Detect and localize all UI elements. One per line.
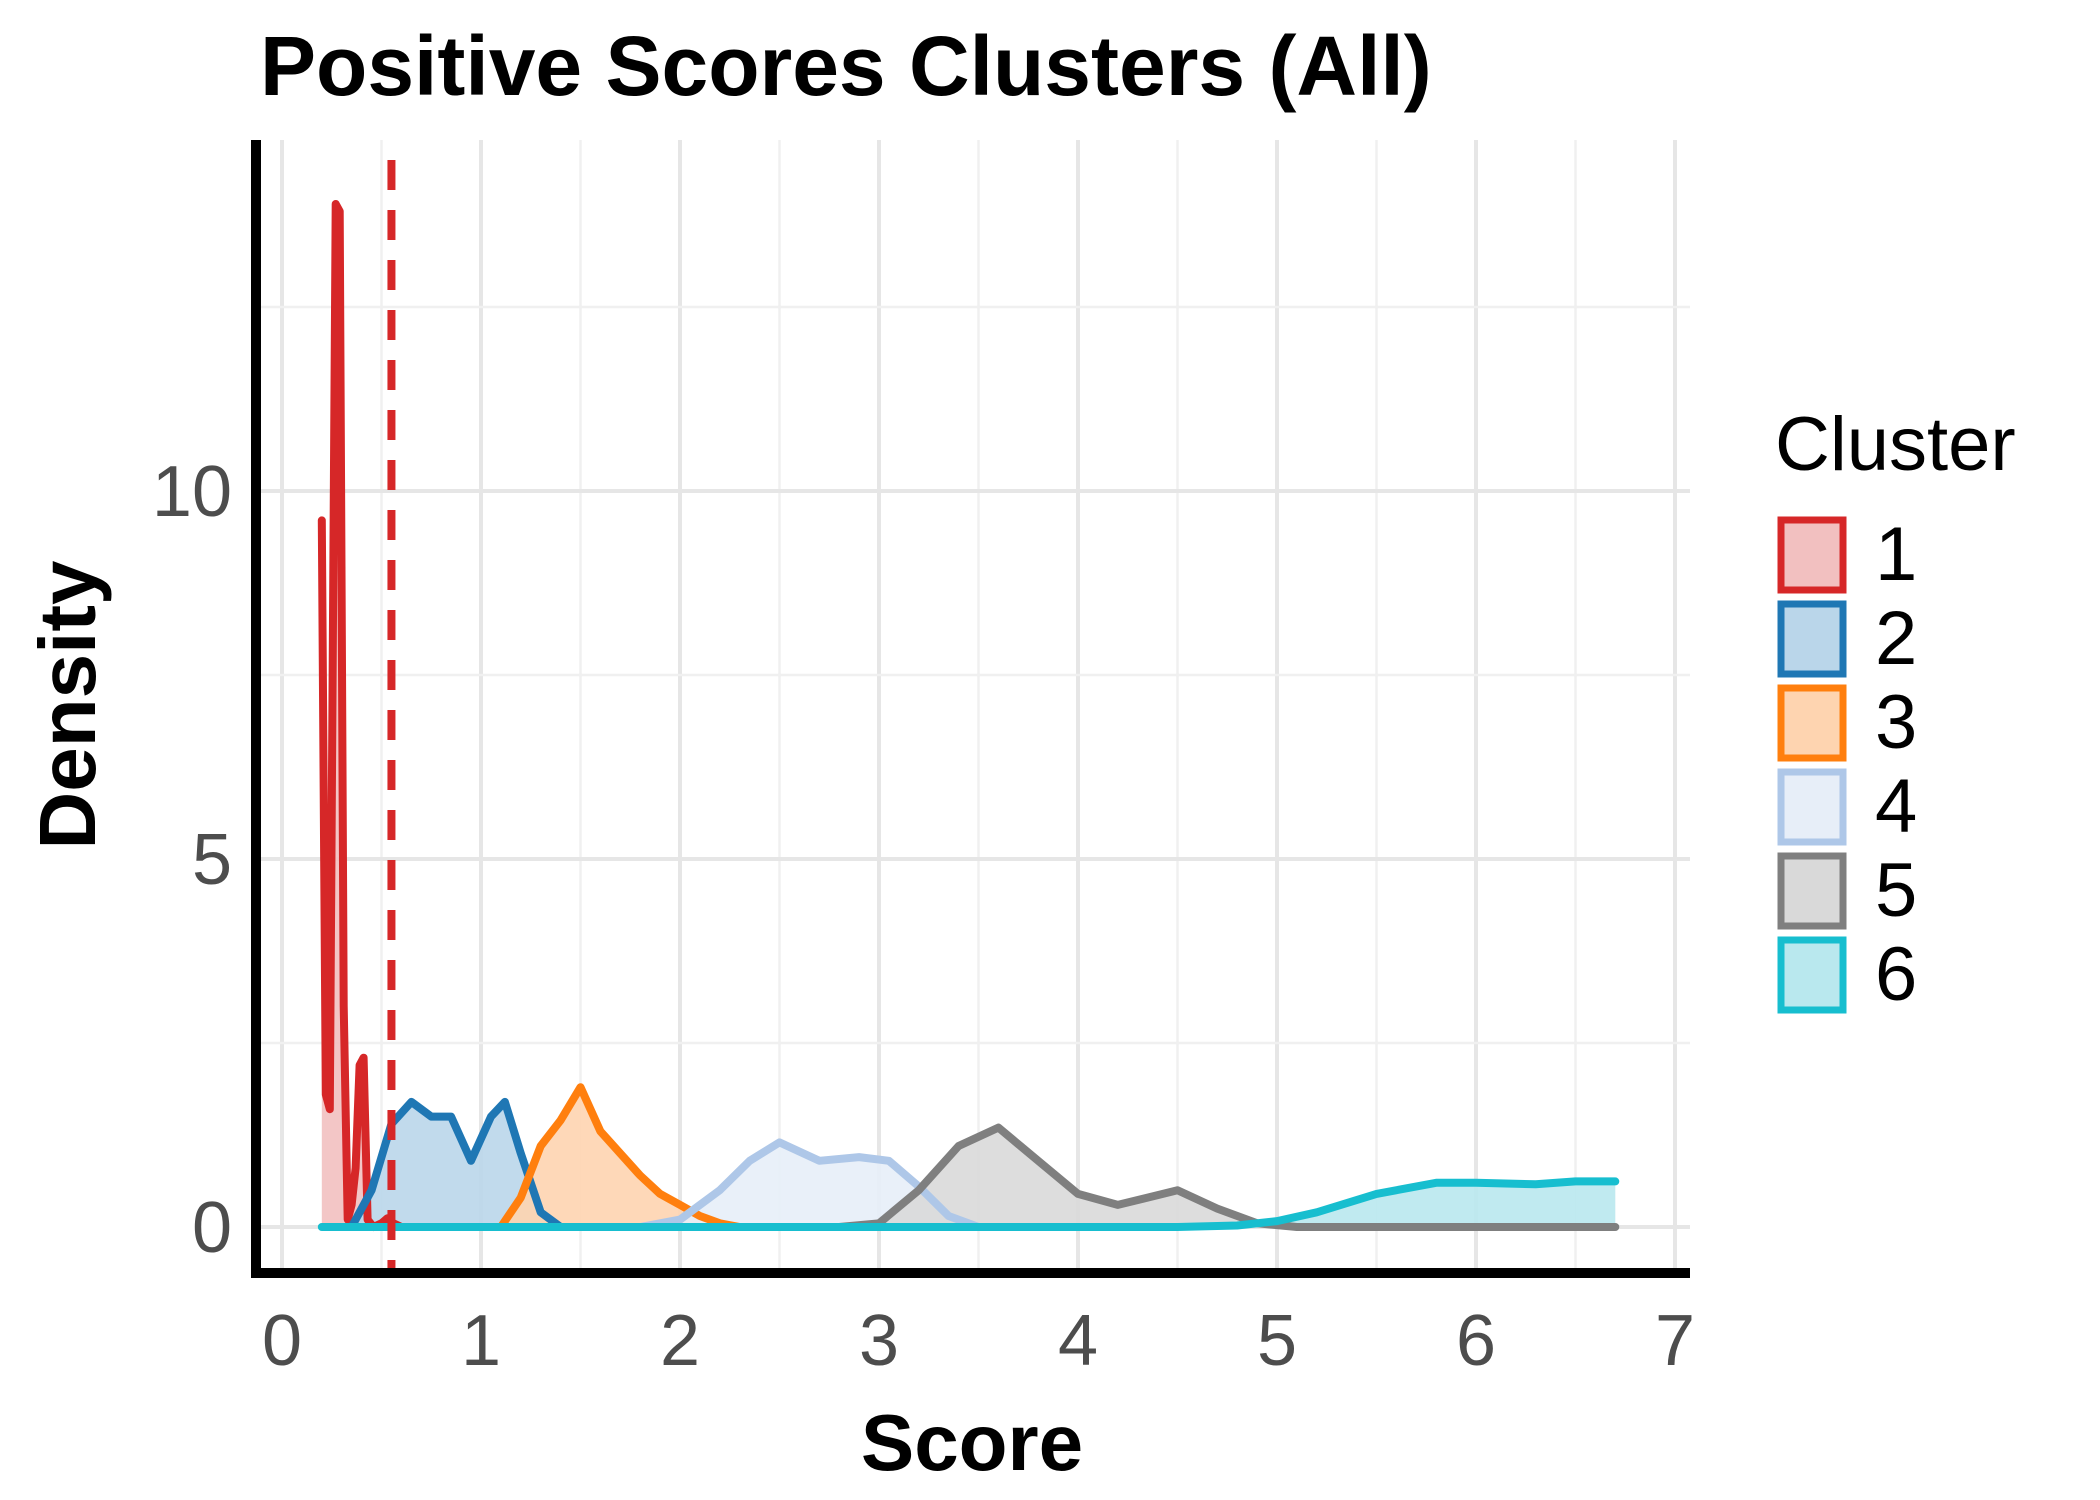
legend-swatch-cluster-2 [1777, 600, 1847, 678]
x-tick-label: 2 [660, 1301, 700, 1381]
legend-title: Cluster [1775, 402, 2016, 487]
x-tick-label: 0 [262, 1301, 302, 1381]
legend-label-cluster-1: 1 [1875, 512, 1917, 597]
legend-swatch-cluster-1 [1777, 516, 1847, 594]
y-axis-title: Density [23, 560, 112, 849]
density-curve-cluster-4 [636, 1138, 983, 1231]
legend-label-cluster-6: 6 [1875, 932, 1917, 1017]
legend-label-cluster-3: 3 [1875, 680, 1917, 765]
x-tick-label: 7 [1655, 1301, 1695, 1381]
x-tick-label: 3 [859, 1301, 899, 1381]
legend-swatch-cluster-4 [1777, 768, 1847, 846]
legend-swatch-cluster-5 [1777, 852, 1847, 930]
legend-label-cluster-2: 2 [1875, 596, 1917, 681]
density-curve-cluster-3 [496, 1083, 744, 1231]
y-tick-label: 10 [152, 452, 232, 532]
axes [251, 140, 1690, 1278]
x-tick-label: 4 [1058, 1301, 1098, 1381]
x-tick-label: 6 [1456, 1301, 1496, 1381]
x-tick-label: 1 [461, 1301, 501, 1381]
chart-title: Positive Scores Clusters (All) [260, 19, 1432, 113]
density-area-cluster-5 [839, 1127, 1616, 1227]
y-tick-label: 5 [192, 820, 232, 900]
y-tick-label: 0 [192, 1188, 232, 1268]
density-curves [317, 200, 1620, 1231]
x-axis-title: Score [861, 1398, 1083, 1487]
density-curve-cluster-6 [317, 1177, 1620, 1231]
legend-swatch-cluster-3 [1777, 684, 1847, 762]
legend-label-cluster-5: 5 [1875, 848, 1917, 933]
x-tick-label: 5 [1257, 1301, 1297, 1381]
legend-label-cluster-4: 4 [1875, 764, 1917, 849]
grid [258, 140, 1690, 1275]
tick-labels: 0 1 2 3 4 5 6 7 0 5 10 [152, 452, 1695, 1381]
legend-swatch-cluster-6 [1777, 936, 1847, 1014]
density-areas [321, 204, 1616, 1227]
